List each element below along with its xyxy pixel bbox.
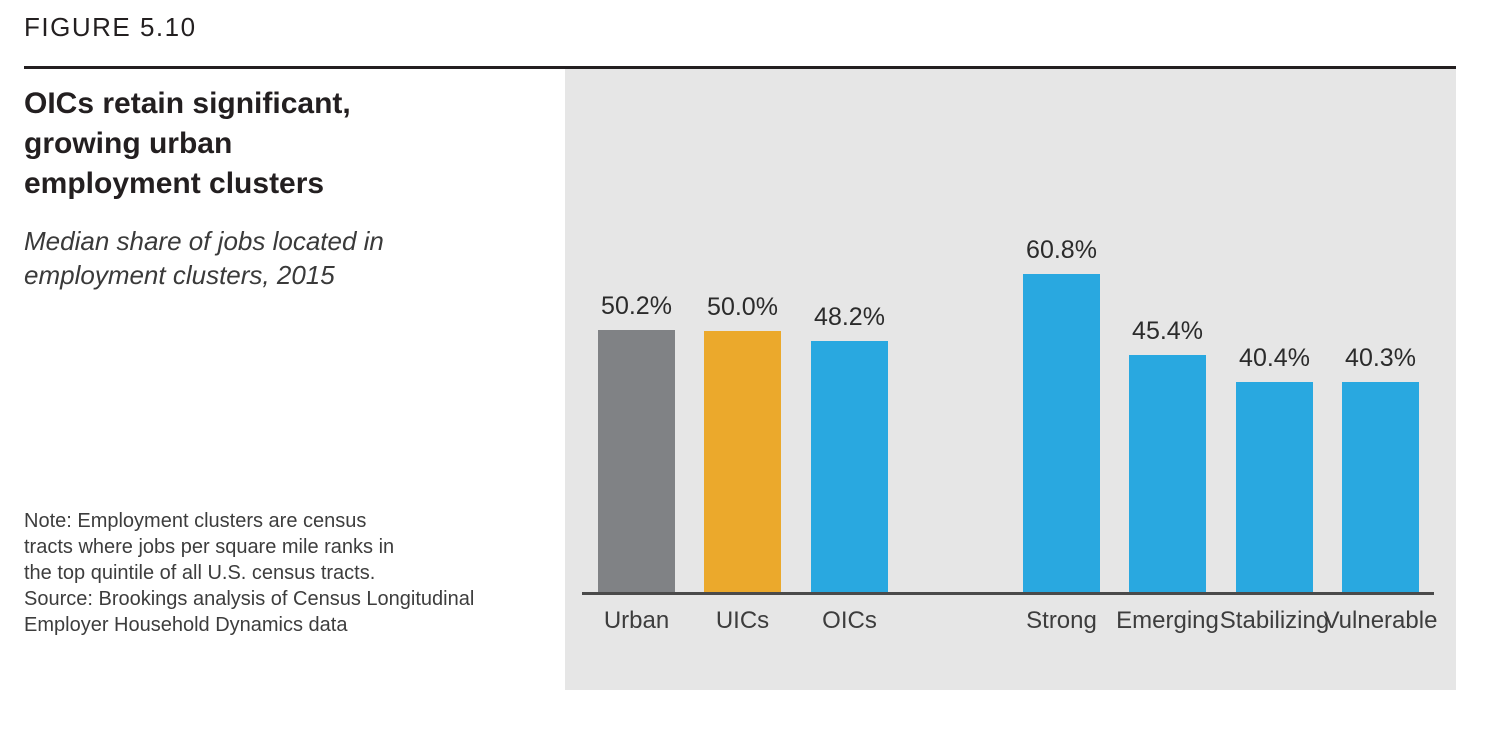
bar-strong <box>1023 274 1100 595</box>
bar-vulnerable <box>1342 382 1419 595</box>
bar-value-label-uics: 50.0% <box>707 293 778 321</box>
x-axis-label-oics: OICs <box>822 607 877 634</box>
chart-panel: 50.2% Urban 50.0% UICs 48.2% OICs 60.8% Strong 4… <box>565 69 1456 690</box>
bar-uics <box>704 331 781 595</box>
bar-urban <box>598 330 675 595</box>
chart-title: OICs retain significant, growing urban e… <box>24 87 351 200</box>
figure-label: FIGURE 5.10 <box>24 12 197 42</box>
x-axis-label-stabilizing: Stabilizing <box>1219 607 1330 634</box>
bar-value-label-strong: 60.8% <box>1026 236 1097 264</box>
plot-area: 50.2% Urban 50.0% UICs 48.2% OICs 60.8% Strong 4… <box>565 69 1456 690</box>
x-axis-label-strong: Strong <box>1026 607 1097 634</box>
bar-emerging <box>1129 355 1206 595</box>
x-axis-label-vulnerable: Vulnerable <box>1323 607 1438 634</box>
bar-value-label-oics: 48.2% <box>814 303 885 331</box>
bar-value-label-stabilizing: 40.4% <box>1239 344 1310 372</box>
bar-value-label-vulnerable: 40.3% <box>1345 344 1416 372</box>
bar-oics <box>811 341 888 595</box>
chart-subtitle: Median share of jobs located in employme… <box>24 226 384 290</box>
x-axis-label-urban: Urban <box>603 607 670 634</box>
x-axis-label-emerging: Emerging <box>1116 607 1219 634</box>
note-source-text: Note: Employment clusters are census tra… <box>24 510 475 636</box>
bar-value-label-emerging: 45.4% <box>1132 317 1203 345</box>
x-axis-label-uics: UICs <box>715 607 770 634</box>
x-axis-line <box>582 592 1434 595</box>
bar-stabilizing <box>1236 382 1313 595</box>
header-rule <box>24 66 1456 69</box>
bar-value-label-urban: 50.2% <box>601 292 672 320</box>
